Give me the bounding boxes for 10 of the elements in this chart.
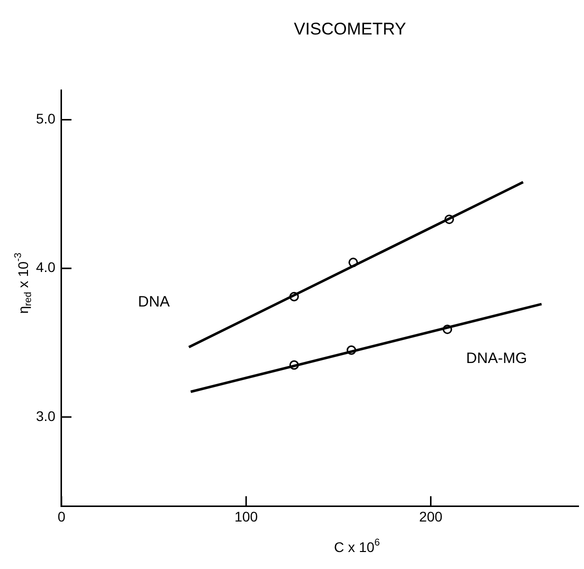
x-tick-label: 100 xyxy=(234,508,258,524)
y-tick-label: 3.0 xyxy=(36,408,56,424)
x-tick-label: 200 xyxy=(419,508,443,524)
y-tick-label: 4.0 xyxy=(36,259,56,276)
chart-title: VISCOMETRY xyxy=(294,20,406,39)
y-axis-title: ηred x 10-3 xyxy=(13,252,34,314)
series-label: DNA-MG xyxy=(466,350,527,368)
x-tick-label: 0 xyxy=(58,508,66,524)
y-tick-label: 5.0 xyxy=(36,110,56,127)
text: DNA xyxy=(138,293,170,310)
